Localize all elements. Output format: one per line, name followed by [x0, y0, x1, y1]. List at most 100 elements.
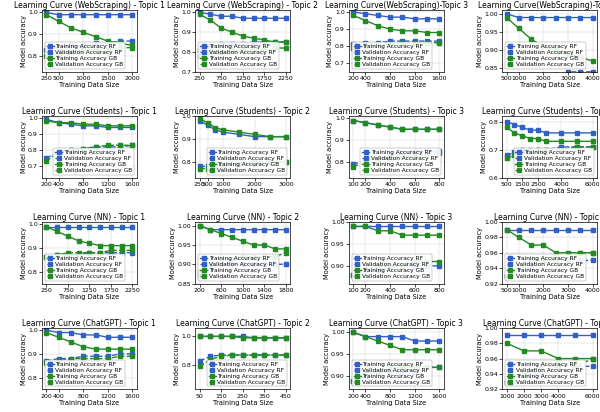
Validation Accuracy GB: [282, 353, 289, 358]
Y-axis label: Model accuracy: Model accuracy: [323, 227, 329, 279]
Training Accuracy RF: [424, 339, 431, 344]
X-axis label: Training Data Size: Training Data Size: [520, 82, 580, 89]
Legend: Training Accuracy RF, Validation Accuracy RF, Training Accuracy GB, Validation A: Training Accuracy RF, Validation Accurac…: [352, 360, 432, 386]
Training Accuracy RF: [196, 10, 203, 15]
Training Accuracy RF: [218, 14, 225, 19]
Training Accuracy RF: [64, 224, 71, 229]
Training Accuracy RF: [589, 131, 596, 136]
Validation Accuracy RF: [282, 353, 289, 358]
Validation Accuracy GB: [503, 87, 510, 92]
Legend: Training Accuracy RF, Validation Accuracy RF, Training Accuracy GB, Validation A: Training Accuracy RF, Validation Accurac…: [505, 254, 586, 281]
Validation Accuracy RF: [589, 364, 596, 369]
Validation Accuracy GB: [92, 145, 99, 150]
Validation Accuracy GB: [97, 250, 104, 255]
Training Accuracy RF: [577, 227, 584, 232]
Title: Learning Curve (Students) - Topic 3: Learning Curve (Students) - Topic 3: [329, 107, 464, 116]
Title: Learning Curve (NN) - Topic 1: Learning Curve (NN) - Topic 1: [33, 213, 145, 222]
Training Accuracy RF: [589, 15, 596, 20]
Y-axis label: Model accuracy: Model accuracy: [477, 332, 483, 384]
Validation Accuracy RF: [518, 147, 526, 152]
Validation Accuracy GB: [92, 47, 99, 52]
Training Accuracy RF: [282, 16, 289, 21]
Training Accuracy GB: [261, 335, 268, 340]
Validation Accuracy RF: [374, 155, 382, 160]
Validation Accuracy RF: [261, 353, 268, 358]
Training Accuracy RF: [538, 333, 545, 338]
Training Accuracy GB: [386, 125, 394, 130]
Training Accuracy RF: [207, 227, 214, 232]
Validation Accuracy RF: [362, 268, 369, 273]
X-axis label: Training Data Size: Training Data Size: [366, 188, 427, 194]
Validation Accuracy RF: [386, 39, 394, 44]
Validation Accuracy GB: [204, 166, 211, 171]
Training Accuracy RF: [527, 15, 535, 20]
Validation Accuracy GB: [386, 263, 394, 268]
Line: Training Accuracy GB: Training Accuracy GB: [352, 330, 441, 351]
Validation Accuracy GB: [196, 54, 203, 59]
Line: Training Accuracy RF: Training Accuracy RF: [505, 334, 595, 337]
Validation Accuracy RF: [204, 164, 211, 169]
Validation Accuracy GB: [218, 354, 225, 359]
Validation Accuracy GB: [67, 147, 74, 152]
Training Accuracy GB: [251, 132, 258, 137]
Training Accuracy GB: [104, 346, 112, 351]
Training Accuracy GB: [116, 346, 124, 351]
Validation Accuracy GB: [67, 49, 74, 54]
Line: Validation Accuracy GB: Validation Accuracy GB: [198, 353, 287, 368]
Line: Validation Accuracy GB: Validation Accuracy GB: [352, 365, 441, 382]
Training Accuracy RF: [261, 227, 268, 232]
Training Accuracy GB: [282, 134, 289, 139]
Validation Accuracy RF: [282, 159, 289, 164]
Validation Accuracy GB: [67, 356, 74, 361]
Validation Accuracy RF: [424, 149, 431, 154]
Title: Learning Curve(WebScraping)-Topic 4: Learning Curve(WebScraping)-Topic 4: [478, 1, 600, 10]
Legend: Training Accuracy RF, Validation Accuracy RF, Training Accuracy GB, Validation A: Training Accuracy RF, Validation Accurac…: [45, 254, 125, 281]
Validation Accuracy GB: [229, 47, 236, 52]
Training Accuracy RF: [239, 16, 247, 21]
Training Accuracy RF: [116, 12, 124, 17]
Training Accuracy RF: [75, 224, 82, 229]
Validation Accuracy RF: [350, 162, 357, 167]
Validation Accuracy RF: [129, 143, 136, 148]
Training Accuracy GB: [80, 122, 87, 127]
Training Accuracy GB: [436, 127, 443, 132]
Y-axis label: Model accuracy: Model accuracy: [477, 227, 483, 279]
Training Accuracy RF: [424, 127, 431, 132]
Title: Learning Curve (WebScraping) - Topic 1: Learning Curve (WebScraping) - Topic 1: [14, 1, 165, 10]
X-axis label: Training Data Size: Training Data Size: [212, 82, 273, 89]
Line: Validation Accuracy GB: Validation Accuracy GB: [505, 251, 595, 278]
Validation Accuracy GB: [350, 272, 357, 277]
Training Accuracy RF: [399, 15, 406, 20]
Training Accuracy GB: [374, 228, 382, 233]
Training Accuracy RF: [436, 224, 443, 229]
Validation Accuracy GB: [104, 143, 112, 148]
Validation Accuracy GB: [129, 248, 136, 253]
X-axis label: Training Data Size: Training Data Size: [366, 400, 427, 406]
Training Accuracy GB: [503, 125, 510, 130]
Validation Accuracy GB: [399, 40, 406, 45]
Validation Accuracy GB: [411, 153, 418, 158]
Validation Accuracy RF: [250, 353, 257, 358]
Validation Accuracy RF: [104, 354, 112, 359]
Y-axis label: Model accuracy: Model accuracy: [174, 121, 180, 173]
Training Accuracy RF: [129, 125, 136, 130]
Line: Training Accuracy GB: Training Accuracy GB: [44, 225, 134, 247]
X-axis label: Training Data Size: Training Data Size: [59, 188, 119, 194]
Validation Accuracy RF: [552, 73, 559, 78]
Validation Accuracy RF: [67, 356, 74, 361]
Training Accuracy RF: [589, 227, 596, 232]
Training Accuracy GB: [271, 40, 278, 44]
Line: Training Accuracy GB: Training Accuracy GB: [352, 14, 441, 34]
Training Accuracy RF: [271, 16, 278, 21]
Training Accuracy GB: [350, 330, 357, 335]
Validation Accuracy GB: [104, 356, 112, 361]
Training Accuracy RF: [386, 15, 394, 20]
Legend: Training Accuracy RF, Validation Accuracy RF, Training Accuracy GB, Validation A: Training Accuracy RF, Validation Accurac…: [199, 42, 279, 69]
Validation Accuracy GB: [207, 262, 214, 267]
Title: Learning Curve (Students) - Topic 4: Learning Curve (Students) - Topic 4: [482, 107, 600, 116]
Training Accuracy RF: [282, 227, 289, 232]
Legend: Training Accuracy RF, Validation Accuracy RF, Training Accuracy GB, Validation A: Training Accuracy RF, Validation Accurac…: [360, 148, 440, 175]
Validation Accuracy RF: [80, 146, 87, 151]
Validation Accuracy RF: [538, 372, 545, 377]
X-axis label: Training Data Size: Training Data Size: [59, 294, 119, 300]
